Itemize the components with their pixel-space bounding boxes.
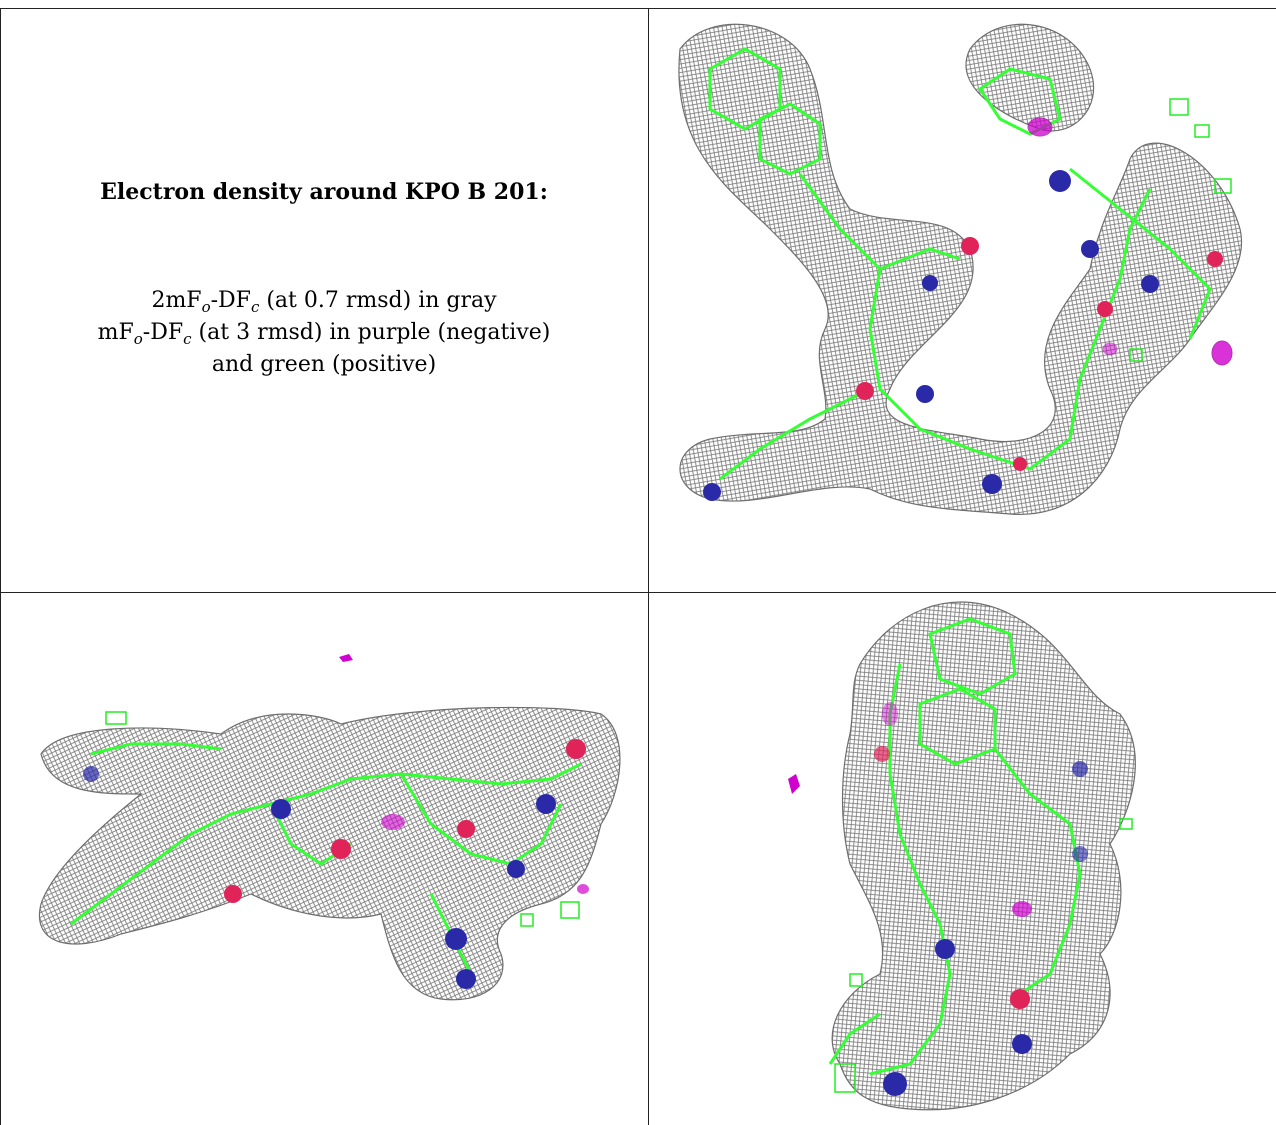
positive-density-blobs	[1129, 98, 1232, 362]
density-image-bottom-left	[38, 654, 621, 1001]
negative-density-blobs	[339, 654, 589, 894]
ligand-bonds	[70, 742, 582, 975]
nitrogen-atoms	[83, 766, 556, 989]
caption-cell: Electron density around KPO B 201: 2mFo-…	[1, 9, 647, 591]
rule-center	[648, 8, 649, 1125]
negative-density-blobs	[1027, 117, 1233, 366]
mesh-2fofc	[831, 601, 1136, 1111]
mesh-2fofc	[38, 706, 621, 1001]
ligand-bonds	[708, 47, 1212, 481]
density-view-bottom-left	[1, 594, 647, 1125]
caption-line-positive: and green (positive)	[211, 352, 437, 377]
nitrogen-atoms	[883, 761, 1088, 1096]
oxygen-atoms	[224, 739, 586, 903]
caption-title: Electron density around KPO B 201:	[100, 179, 548, 205]
density-image-bottom-right	[788, 601, 1136, 1111]
density-view-top-right	[650, 9, 1276, 591]
density-view-bottom-right	[650, 594, 1276, 1125]
mesh-2fofc	[678, 23, 1243, 515]
oxygen-atoms	[874, 746, 1030, 1009]
nitrogen-atoms	[703, 170, 1159, 501]
caption-line-fofc: mFo-DFc (at 3 rmsd) in purple (negative)	[97, 320, 551, 348]
rule-left	[0, 8, 1, 1125]
caption-line-2fofc: 2mFo-DFc (at 0.7 rmsd) in gray	[151, 288, 497, 316]
rule-middle	[0, 592, 1276, 593]
rule-top	[0, 8, 1276, 9]
positive-density-blobs	[834, 818, 1133, 1093]
positive-density-blobs	[105, 711, 580, 927]
oxygen-atoms	[856, 237, 1223, 471]
negative-density-blobs	[788, 702, 1032, 917]
density-image-top-right	[678, 23, 1243, 515]
ligand-bonds	[828, 617, 1082, 1076]
